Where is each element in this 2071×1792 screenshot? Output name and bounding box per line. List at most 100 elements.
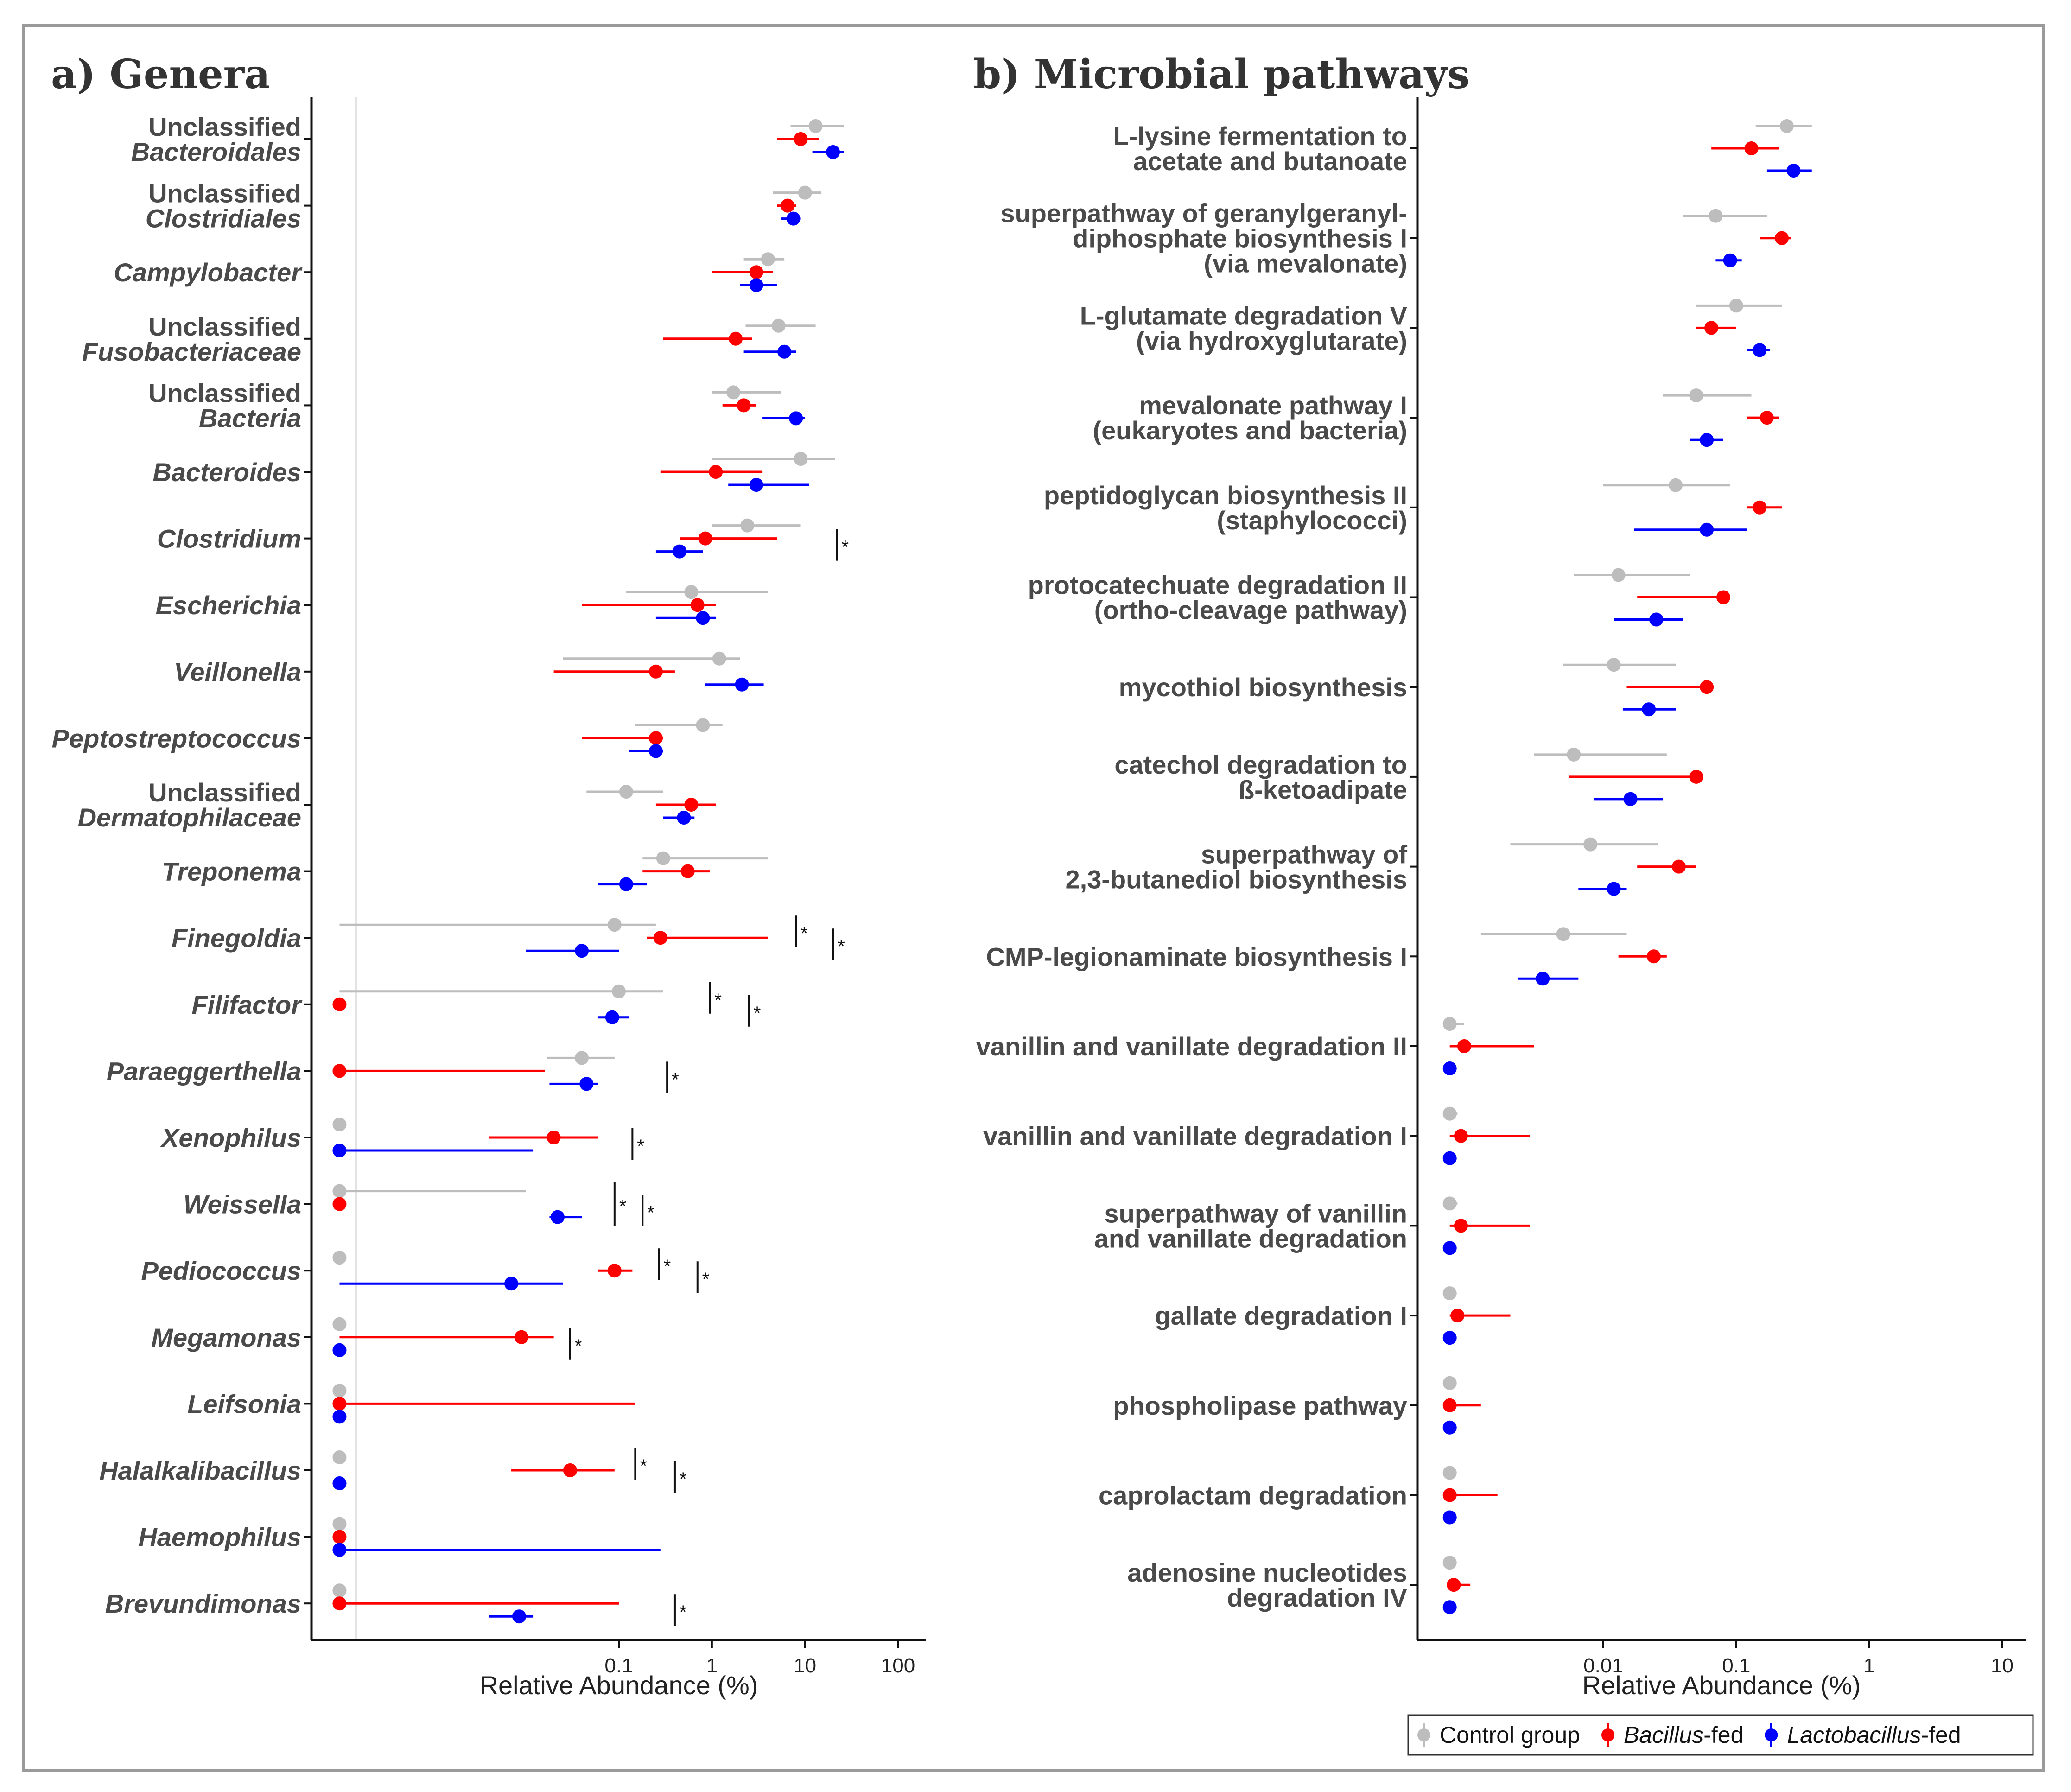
control-point — [1607, 658, 1621, 672]
category-row: L-glutamate degradation V(via hydroxyglu… — [1080, 299, 1782, 357]
lactobacillus-point — [1442, 1241, 1457, 1255]
category-label: Unclassified — [148, 778, 301, 807]
lactobacillus-point — [332, 1343, 347, 1357]
control-point — [1689, 388, 1703, 403]
x-axis-title: Relative Abundance (%) — [480, 1671, 758, 1700]
control-point — [761, 252, 775, 267]
lactobacillus-point — [1642, 702, 1656, 717]
bacillus-point — [653, 931, 667, 945]
control-point — [1709, 209, 1723, 223]
bacillus-point — [1775, 231, 1789, 245]
control-point — [771, 318, 786, 333]
significance-star: * — [702, 1269, 710, 1290]
category-row: Paraeggerthella * — [107, 1051, 679, 1093]
control-point — [1567, 747, 1581, 762]
category-row: catechol degradation toß-ketoadipate — [1114, 747, 1703, 806]
lactobacillus-point — [1649, 612, 1664, 627]
lactobacillus-point — [605, 1010, 619, 1024]
bacillus-point — [690, 598, 705, 612]
x-tick-label: 1 — [1863, 1654, 1874, 1677]
bacillus-point — [332, 1397, 347, 1411]
category-label: Weissella — [184, 1190, 301, 1219]
panel-pathways: b) Microbial pathways 0.01 0.1 1 10 Relative … — [973, 51, 2026, 1700]
lactobacillus-point — [1442, 1420, 1457, 1435]
category-label: Unclassified — [148, 378, 301, 407]
category-label: vanillin and vanillate degradation I — [983, 1122, 1407, 1151]
category-label: adenosine nucleotides — [1127, 1558, 1407, 1587]
category-label: Campylobacter — [114, 258, 303, 287]
lactobacillus-point — [332, 1476, 347, 1490]
category-label: Megamonas — [151, 1323, 301, 1352]
figure-frame — [22, 24, 2045, 1772]
significance-star: * — [619, 1196, 627, 1217]
category-row: vanillin and vanillate degradation I — [983, 1106, 1530, 1165]
control-point — [740, 518, 755, 533]
bacillus-point — [332, 1596, 347, 1611]
control-point — [619, 785, 633, 799]
bacillus-point — [1671, 859, 1686, 874]
bacillus-point — [737, 398, 751, 413]
control-point — [332, 1251, 347, 1265]
category-label: mycothiol biosynthesis — [1119, 673, 1407, 702]
category-row: phospholipase pathway — [1113, 1376, 1481, 1435]
category-label: protocatechuate degradation II — [1028, 571, 1407, 600]
bacillus-point — [1647, 949, 1661, 964]
category-label: superpathway of — [1201, 840, 1407, 869]
bacillus-point — [648, 731, 663, 745]
lactobacillus-point — [1623, 792, 1638, 806]
legend-bacillus-label: Bacillus-fed — [1624, 1722, 1743, 1748]
category-label: (via mevalonate) — [1204, 249, 1407, 278]
category-row: Xenophilus * — [160, 1118, 644, 1160]
significance-star: * — [672, 1069, 679, 1090]
category-label: Veillonella — [174, 657, 301, 686]
legend-lactobacillus-point — [1765, 1728, 1778, 1741]
category-label: Finegoldia — [172, 923, 301, 953]
bacillus-point — [332, 1197, 347, 1211]
control-point — [1556, 927, 1570, 941]
category-label: mevalonate pathway I — [1139, 391, 1407, 420]
control-point — [684, 585, 699, 599]
category-label: L-lysine fermentation to — [1113, 121, 1407, 151]
category-row: mycothiol biosynthesis — [1119, 658, 1714, 717]
bacillus-point — [1689, 769, 1703, 784]
category-label: Clostridium — [157, 524, 301, 553]
category-label: Treponema — [162, 857, 301, 886]
lactobacillus-point — [1786, 164, 1801, 178]
significance-star: * — [838, 936, 845, 957]
bacillus-point — [1704, 321, 1719, 335]
control-point — [332, 1184, 347, 1198]
category-row: Bacteroides — [152, 452, 835, 492]
bacillus-point — [607, 1264, 622, 1278]
category-row: Veillonella — [174, 651, 764, 692]
lactobacillus-point — [1442, 1061, 1457, 1075]
lactobacillus-point — [1442, 1600, 1457, 1614]
control-point — [1442, 1196, 1457, 1211]
x-tick-label: 10 — [1991, 1654, 2014, 1677]
category-row: Leifsonia — [187, 1384, 635, 1424]
category-label: Paraeggerthella — [107, 1056, 301, 1086]
category-row: Pediococcus * * — [141, 1248, 710, 1293]
category-row: Haemophilus — [138, 1517, 661, 1557]
category-label: Peptostreptococcus — [52, 724, 301, 753]
category-label: Leifsonia — [187, 1389, 301, 1418]
control-point — [1779, 119, 1794, 133]
category-row: Treponema — [162, 851, 768, 891]
control-point — [794, 452, 808, 466]
category-label: CMP-legionaminate biosynthesis I — [986, 942, 1407, 971]
control-point — [332, 1583, 347, 1598]
panel-genera: a) Genera 0.1 1 10 100 Relative Abundance (%)… — [51, 51, 926, 1700]
category-row: Halalkalibacillus * * — [99, 1448, 686, 1493]
control-point — [575, 1051, 589, 1065]
legend-control-label: Control group — [1440, 1722, 1580, 1748]
lactobacillus-point — [1723, 253, 1737, 267]
lactobacillus-point — [619, 877, 633, 891]
control-point — [1442, 1376, 1457, 1390]
category-row: Brevundimonas * — [105, 1583, 686, 1626]
bacillus-point — [332, 997, 347, 1011]
lactobacillus-point — [648, 744, 663, 758]
category-label: catechol degradation to — [1114, 750, 1407, 779]
control-point — [1669, 478, 1683, 492]
